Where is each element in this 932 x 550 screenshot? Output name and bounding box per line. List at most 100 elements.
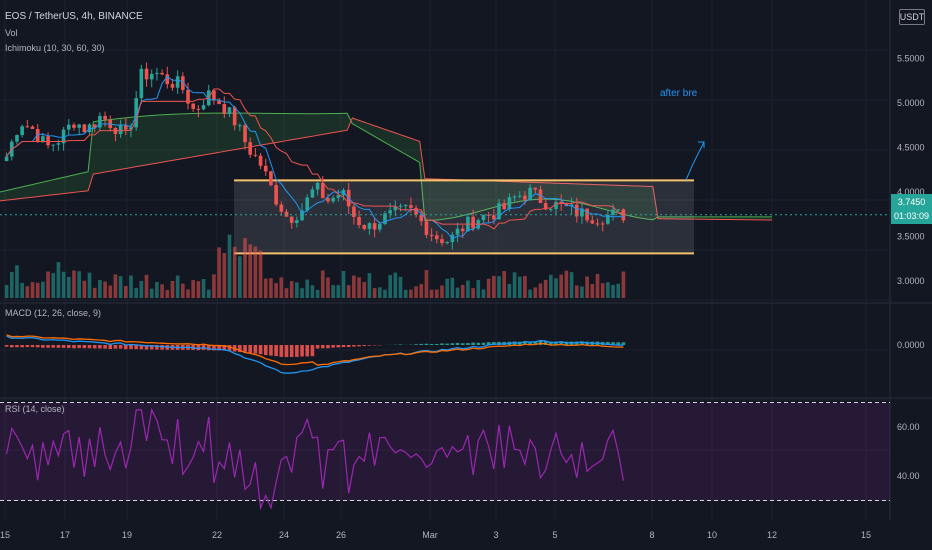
volume-bar (155, 282, 159, 298)
candle-body (227, 107, 232, 114)
volume-bar (486, 278, 491, 298)
volume-bar (352, 275, 356, 298)
cloud-fill (0, 113, 772, 221)
macd-histogram-bar (419, 343, 424, 345)
candle-body (523, 195, 527, 200)
volume-bar (61, 271, 66, 298)
macd-histogram-bar (217, 345, 221, 351)
ichimoku-label[interactable]: Ichimoku (10, 30, 60, 30) (5, 43, 105, 53)
volume-bar (512, 272, 517, 298)
volume-bar (621, 271, 626, 298)
macd-histogram-bar (56, 345, 61, 348)
x-tick-label: 22 (212, 530, 222, 540)
signal-line (6, 334, 624, 366)
macd-histogram-bar (248, 345, 253, 354)
x-tick-label: 12 (767, 530, 777, 540)
last-price: 3.7450 (897, 197, 926, 207)
volume-bar (258, 250, 263, 298)
candle-body (149, 73, 154, 80)
volume-bar (165, 289, 170, 298)
macd-histogram-bar (77, 345, 81, 349)
y-tick-label: 40.00 (897, 471, 920, 481)
rsi-label[interactable]: RSI (14, close) (5, 404, 65, 414)
macd-histogram-bar (113, 345, 118, 349)
macd-histogram-bar (621, 342, 626, 345)
macd-histogram-bar (476, 342, 481, 345)
volume-bar (103, 281, 107, 298)
macd-histogram-bar (523, 341, 527, 345)
volume-bar (533, 287, 538, 298)
candle-body (123, 124, 128, 130)
volume-bar (554, 278, 558, 298)
x-tick-label: 10 (707, 530, 717, 540)
macd-histogram-bar (25, 345, 30, 348)
candle-body (398, 205, 403, 207)
candle-body (20, 126, 24, 136)
volume-bar (600, 283, 605, 298)
macd-histogram-bar (51, 345, 56, 348)
volume-bar (315, 289, 320, 298)
candle-body (258, 155, 263, 166)
macd-line (6, 335, 624, 374)
volume-bar (595, 274, 600, 298)
macd-histogram-bar (82, 345, 87, 349)
volume-bar (455, 287, 460, 298)
macd-histogram-bar (212, 345, 216, 351)
volume-bar (574, 285, 579, 298)
macd-histogram-bar (41, 345, 45, 348)
macd-label[interactable]: MACD (12, 26, close, 9) (5, 308, 102, 318)
volume-bar (538, 283, 543, 298)
volume-bar (227, 234, 232, 298)
candle-body (434, 235, 439, 240)
volume-bar (543, 279, 548, 298)
volume-bar (466, 280, 470, 298)
macd-histogram-bar (87, 345, 92, 349)
volume-bar (72, 270, 76, 298)
macd-histogram-bar (445, 343, 449, 345)
currency-button[interactable]: USDT (899, 9, 925, 25)
volume-bar (305, 279, 310, 298)
volume-bar (284, 288, 289, 298)
volume-bar (144, 274, 149, 298)
volume-bar (414, 286, 418, 298)
volume-bar (4, 285, 9, 298)
macd-histogram-bar (300, 345, 304, 357)
y-tick-label: 60.00 (897, 422, 920, 432)
macd-histogram-bar (98, 345, 102, 349)
macd-histogram-bar (134, 345, 138, 350)
volume-bar (243, 238, 247, 298)
volume-bar (232, 246, 237, 298)
macd-histogram-bar (66, 345, 71, 349)
candle-body (502, 203, 507, 210)
macd-histogram-bar (103, 345, 107, 349)
macd-histogram-bar (61, 345, 66, 348)
candle-body (165, 74, 170, 85)
y-tick-label: 3.0000 (897, 276, 925, 286)
span-a-line (0, 112, 772, 221)
macd-histogram-bar (326, 345, 330, 349)
candle-body (585, 208, 589, 221)
candle-body (300, 210, 304, 221)
candle-body (606, 214, 610, 224)
x-axis: 15 17 19 22 24 26 Mar 3 5 8 10 12 15 (0, 530, 871, 540)
vol-label[interactable]: Vol (5, 28, 18, 38)
candle-body (155, 72, 159, 74)
candle-body (352, 206, 356, 217)
candle-body (98, 115, 102, 128)
candle-body (46, 136, 50, 146)
volume-bar (212, 274, 216, 298)
volume-bar (170, 280, 175, 298)
volume-bar (139, 280, 144, 298)
macd-histogram-bar (362, 345, 367, 346)
volume-bar (274, 283, 278, 298)
macd-histogram-bar (4, 345, 9, 347)
candle-body (326, 198, 330, 202)
volume-bar (175, 275, 180, 298)
macd-histogram-bar (440, 343, 444, 345)
candle-body (554, 201, 558, 210)
rsi-band (0, 402, 890, 501)
volume-bar (181, 283, 185, 298)
macd-histogram-bar (559, 341, 564, 345)
macd-histogram-bar (139, 345, 144, 350)
